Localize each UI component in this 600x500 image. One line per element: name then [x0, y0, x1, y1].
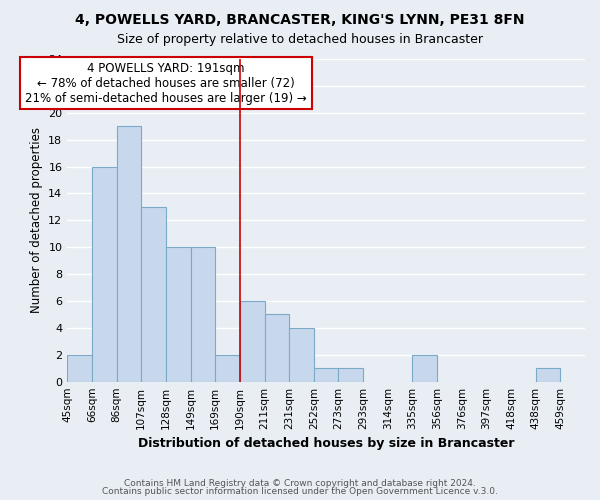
Bar — [412, 355, 437, 382]
Y-axis label: Number of detached properties: Number of detached properties — [29, 128, 43, 314]
Bar — [289, 328, 314, 382]
Bar — [215, 355, 240, 382]
Bar — [141, 207, 166, 382]
Bar — [314, 368, 338, 382]
Bar — [240, 301, 265, 382]
Bar — [92, 166, 116, 382]
X-axis label: Distribution of detached houses by size in Brancaster: Distribution of detached houses by size … — [138, 437, 514, 450]
Bar — [338, 368, 363, 382]
Bar — [166, 247, 191, 382]
Text: Size of property relative to detached houses in Brancaster: Size of property relative to detached ho… — [117, 32, 483, 46]
Bar — [536, 368, 560, 382]
Bar — [67, 355, 92, 382]
Bar — [191, 247, 215, 382]
Text: Contains public sector information licensed under the Open Government Licence v.: Contains public sector information licen… — [102, 487, 498, 496]
Bar — [265, 314, 289, 382]
Text: 4 POWELLS YARD: 191sqm
← 78% of detached houses are smaller (72)
21% of semi-det: 4 POWELLS YARD: 191sqm ← 78% of detached… — [25, 62, 307, 104]
Bar — [116, 126, 141, 382]
Text: Contains HM Land Registry data © Crown copyright and database right 2024.: Contains HM Land Registry data © Crown c… — [124, 478, 476, 488]
Text: 4, POWELLS YARD, BRANCASTER, KING'S LYNN, PE31 8FN: 4, POWELLS YARD, BRANCASTER, KING'S LYNN… — [75, 12, 525, 26]
